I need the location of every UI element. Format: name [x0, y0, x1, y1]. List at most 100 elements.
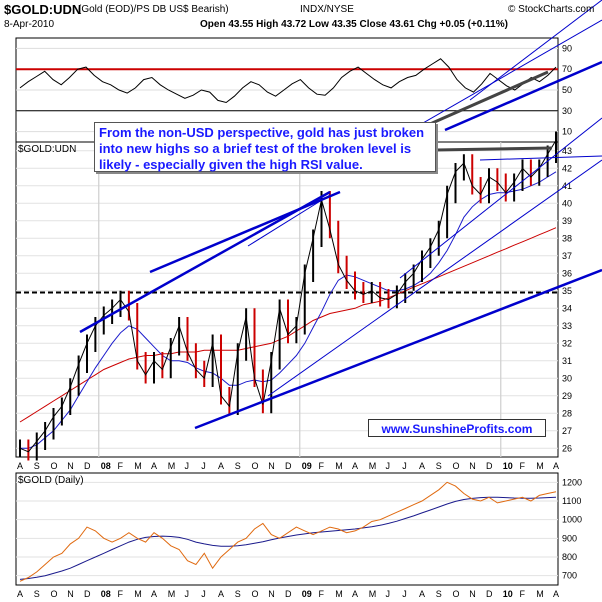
main-x-tick-label: 09 [302, 461, 312, 471]
tick-labels: 10 30 50 70 90 26 27 28 29 30 31 32 33 34 35 36 37 38 39 40… [17, 43, 582, 599]
main-x-tick-label: J [386, 461, 391, 471]
gold-x-tick-label: D [285, 589, 292, 599]
gold-x-tick-label: M [369, 589, 377, 599]
gold-panel-title: $GOLD (Daily) [18, 475, 84, 486]
ma-short-line [20, 171, 557, 449]
main-x-tick-label: M [134, 461, 142, 471]
main-x-tick-label: D [84, 461, 91, 471]
main-tick-label: 35 [562, 286, 572, 296]
main-x-tick-label: F [319, 461, 325, 471]
main-tick-label: 40 [562, 198, 572, 208]
main-x-tick-label: S [436, 461, 442, 471]
gold-x-tick-label: O [51, 589, 58, 599]
trendline-top-level [479, 155, 602, 161]
main-tick-label: 39 [562, 216, 572, 226]
gold-x-tick-label: 09 [302, 589, 312, 599]
gold-x-tick-label: A [553, 589, 559, 599]
gold-x-tick-label: F [319, 589, 325, 599]
main-x-tick-label: O [252, 461, 259, 471]
gold-tick-label: 1200 [562, 477, 582, 487]
gold-x-tick-label: D [84, 589, 91, 599]
trendline-rsi-3 [444, 60, 602, 132]
trendline-lower-support [194, 268, 602, 430]
main-x-tick-label: A [352, 461, 358, 471]
gold-x-tick-label: F [118, 589, 124, 599]
gold-x-tick-label: J [201, 589, 206, 599]
callout-pointer [435, 146, 553, 152]
chart-date: 8-Apr-2010 [4, 19, 55, 30]
gold-x-tick-label: A [218, 589, 224, 599]
website-label: www.SunshineProfits.com [368, 419, 546, 437]
main-tick-label: 43 [562, 146, 572, 156]
gold-x-tick-label: D [486, 589, 493, 599]
gold-price-line [19, 481, 557, 582]
gold-panel-frame [15, 472, 559, 586]
gold-x-tick-label: J [402, 589, 407, 599]
gold-x-tick-label: A [151, 589, 157, 599]
ohlc-readout: Open 43.55 High 43.72 Low 43.35 Close 43… [200, 19, 508, 30]
rsi-series [16, 58, 558, 112]
main-tick-label: 41 [562, 181, 572, 191]
main-x-tick-label: A [553, 461, 559, 471]
gold-x-tick-label: J [386, 589, 391, 599]
price-line [19, 140, 557, 453]
gold-x-tick-label: M [168, 589, 176, 599]
trendline-mid-thin [247, 194, 331, 247]
gold-x-tick-label: S [436, 589, 442, 599]
trendline-upper-short [149, 190, 341, 274]
copyright-label: © StockCharts.com [508, 4, 595, 15]
main-tick-label: 30 [562, 373, 572, 383]
annotation-callout: From the non-USD perspective, gold has j… [94, 122, 436, 172]
callout-pointer-rsi [429, 70, 549, 126]
gold-tick-label: 1000 [562, 515, 582, 525]
main-tick-label: 26 [562, 443, 572, 453]
main-x-tick-label: N [67, 461, 74, 471]
main-x-tick-label: F [118, 461, 124, 471]
main-x-tick-label: 08 [101, 461, 111, 471]
main-x-tick-label: A [419, 461, 425, 471]
main-tick-label: 31 [562, 356, 572, 366]
main-x-tick-label: M [335, 461, 343, 471]
main-panel-title: $GOLD:UDN [18, 144, 77, 155]
main-tick-label: 33 [562, 321, 572, 331]
main-tick-label: 36 [562, 268, 572, 278]
gold-tick-label: 700 [562, 571, 577, 581]
trendline-rising-thin-2 [399, 117, 602, 279]
gold-series [19, 481, 557, 582]
trendlines [79, 0, 602, 430]
main-tick-label: 27 [562, 426, 572, 436]
main-tick-label: 29 [562, 391, 572, 401]
gold-x-tick-label: O [252, 589, 259, 599]
gold-x-tick-label: S [235, 589, 241, 599]
main-x-tick-label: D [285, 461, 292, 471]
main-tick-label: 32 [562, 338, 572, 348]
main-x-tick-label: A [17, 461, 23, 471]
rsi-line [19, 58, 557, 104]
main-tick-label: 28 [562, 408, 572, 418]
gold-x-tick-label: M [536, 589, 544, 599]
main-x-tick-label: F [520, 461, 526, 471]
main-x-tick-label: O [453, 461, 460, 471]
main-x-tick-label: 10 [503, 461, 513, 471]
gold-tick-label: 1100 [562, 496, 581, 506]
chart-subtitle: (Gold (EOD)/PS DB US$ Bearish) [78, 4, 229, 15]
rsi-tick-label: 70 [562, 64, 572, 74]
main-x-tick-label: M [168, 461, 176, 471]
gold-x-tick-label: N [67, 589, 74, 599]
main-tick-label: 37 [562, 251, 572, 261]
rsi-tick-label: 50 [562, 85, 572, 95]
exchange-label: INDX/NYSE [300, 4, 354, 15]
main-x-tick-label: O [51, 461, 58, 471]
main-tick-label: 38 [562, 233, 572, 243]
main-x-tick-label: M [369, 461, 377, 471]
gold-x-tick-label: 08 [101, 589, 111, 599]
main-x-tick-label: A [218, 461, 224, 471]
gold-x-tick-label: O [453, 589, 460, 599]
main-x-tick-label: S [235, 461, 241, 471]
trendline-rsi-2 [389, 19, 602, 143]
gold-x-tick-label: S [34, 589, 40, 599]
rsi-tick-label: 10 [562, 127, 572, 137]
trendline-upper-channel [79, 190, 331, 334]
gold-ma-line [19, 496, 557, 580]
gold-x-tick-label: J [185, 589, 190, 599]
